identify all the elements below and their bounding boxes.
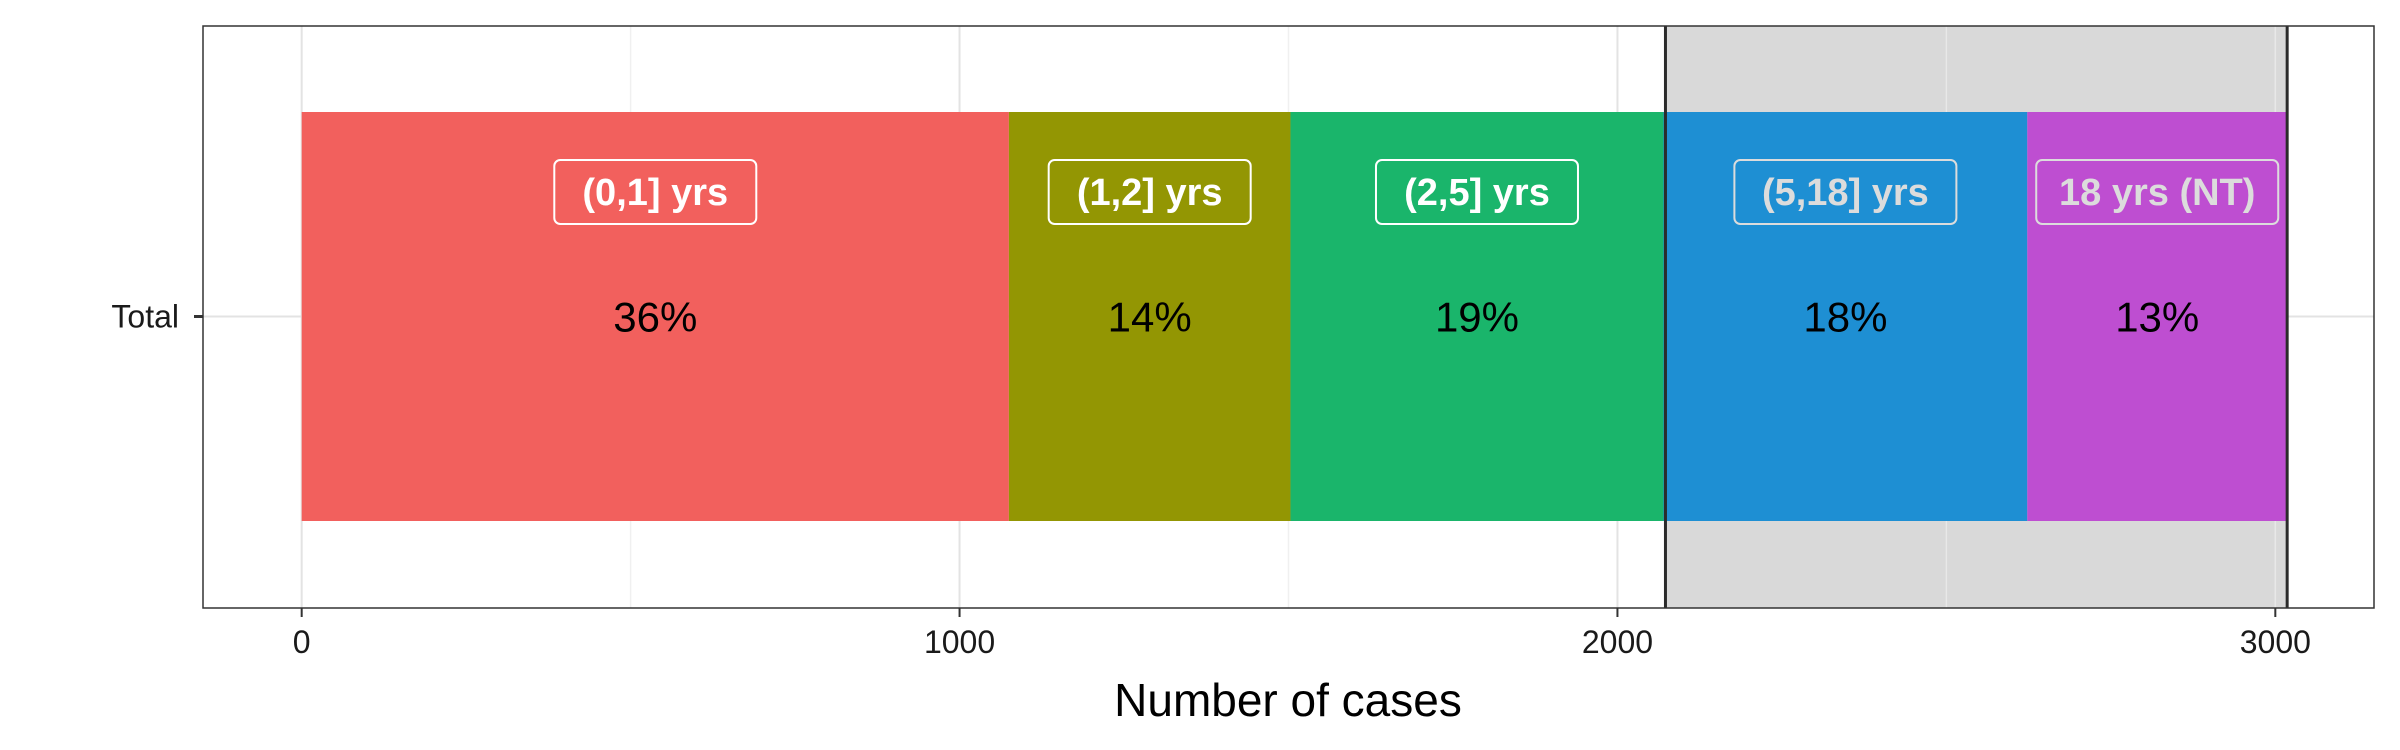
- percent-label: 36%: [613, 294, 697, 341]
- category-label-box: [553, 159, 758, 225]
- x-axis: 0 1000 2000 3000: [293, 608, 2311, 660]
- x-tick-label: 0: [293, 624, 311, 660]
- percent-label: 13%: [2115, 294, 2199, 341]
- bar-segment: [2027, 112, 2288, 521]
- category-label-box: [1374, 159, 1579, 225]
- y-tick-label: Total: [111, 299, 179, 335]
- category-label-box: [1733, 159, 1958, 225]
- category-label: (1,2] yrs: [1077, 172, 1223, 214]
- bar-segment: [1663, 112, 2028, 521]
- bar-segment: [1008, 112, 1291, 521]
- x-tick-label: 2000: [1582, 624, 1653, 660]
- category-label-box: [2035, 159, 2280, 225]
- category-label-box: [1047, 159, 1252, 225]
- y-axis: Total: [111, 299, 203, 335]
- reference-lines-layer: [1663, 26, 2289, 608]
- bar-segment: [1290, 112, 1664, 521]
- percent-label: 18%: [1803, 294, 1887, 341]
- category-label: (5,18] yrs: [1762, 172, 1929, 214]
- category-label: (2,5] yrs: [1404, 172, 1550, 214]
- percent-label: 14%: [1108, 294, 1192, 341]
- percent-label: 19%: [1435, 294, 1519, 341]
- x-tick-label: 3000: [2240, 624, 2311, 660]
- category-label: 18 yrs (NT): [2059, 172, 2255, 214]
- bar-labels-layer: (0,1] yrs 36% (1,2] yrs 14% (2,5] yrs 19% (5,1…: [553, 159, 2280, 341]
- x-tick-label: 1000: [924, 624, 995, 660]
- bars-layer: [301, 112, 2288, 521]
- x-axis-title: Number of cases: [1114, 674, 1462, 726]
- category-label: (0,1] yrs: [582, 172, 728, 214]
- bar-segment: [301, 112, 1009, 521]
